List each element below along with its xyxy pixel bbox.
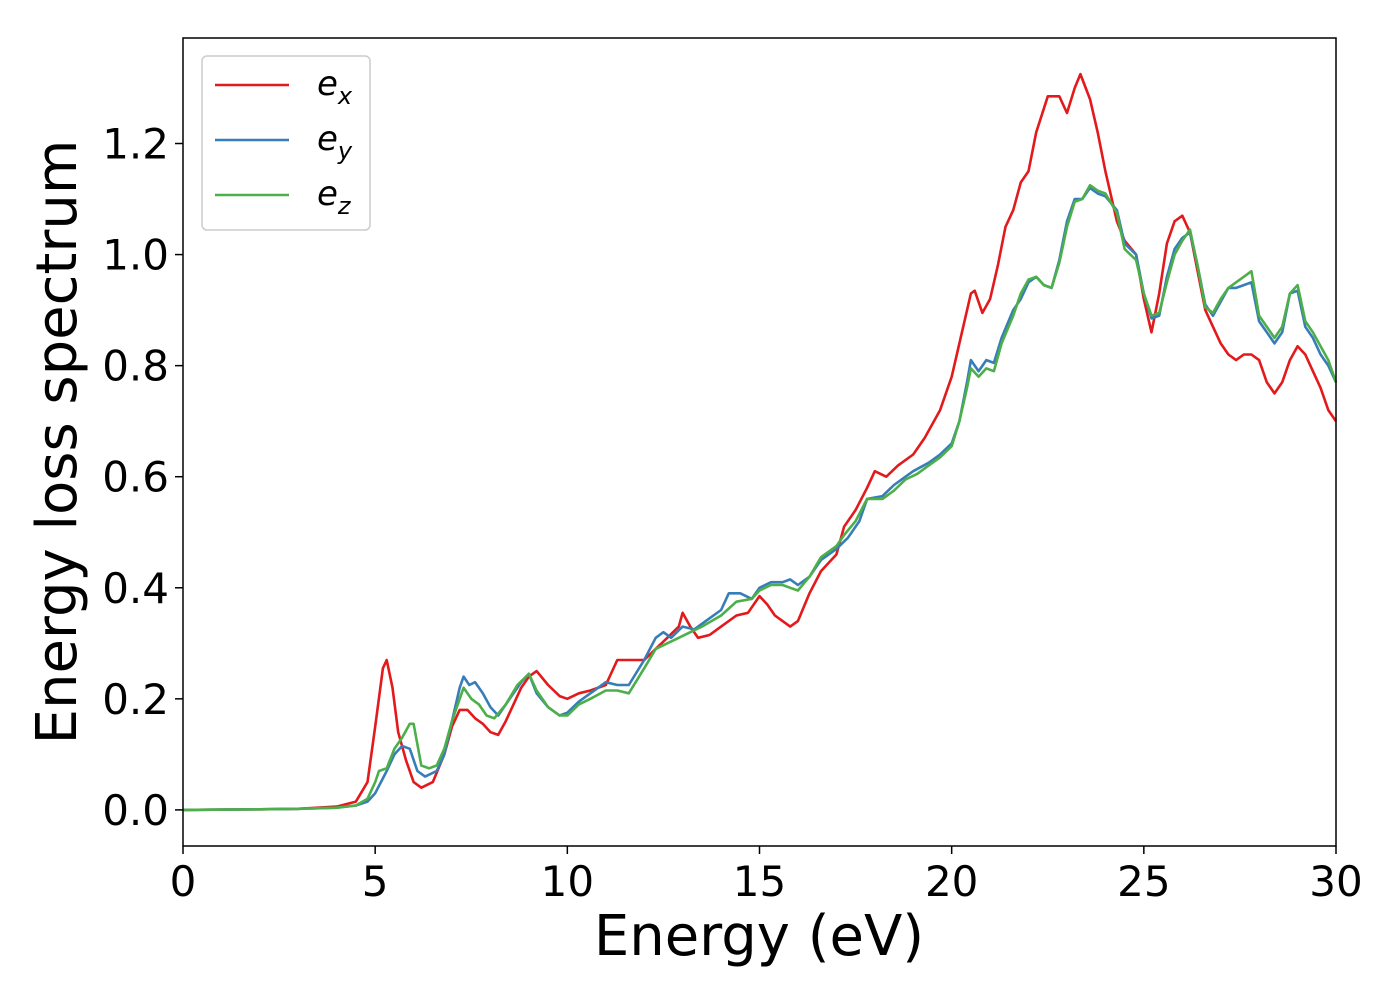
- series-layer: [182, 72, 1338, 812]
- y-tick-label: 0.4: [102, 564, 169, 613]
- x-axis-ticks: 0 5 10 15 20 25 30: [170, 846, 1363, 906]
- plot-background: [183, 38, 1336, 846]
- x-tick-label: 10: [541, 857, 594, 906]
- x-tick-label: 20: [925, 857, 978, 906]
- x-axis-title: Energy (eV): [594, 904, 924, 969]
- x-tick-label: 0: [170, 857, 197, 906]
- y-tick-label: 0.2: [102, 675, 169, 724]
- x-tick-label: 25: [1117, 857, 1170, 906]
- y-tick-label: 1.0: [102, 231, 169, 280]
- y-tick-label: 0.0: [102, 786, 169, 835]
- y-axis-title: Energy loss spectrum: [25, 140, 90, 745]
- x-tick-label: 15: [733, 857, 786, 906]
- x-tick-label: 5: [362, 857, 389, 906]
- y-tick-label: 0.8: [102, 342, 169, 391]
- y-tick-label: 1.2: [102, 120, 169, 169]
- y-axis-ticks: 0.0 0.2 0.4 0.6 0.8 1.0 1.2: [102, 120, 183, 835]
- y-tick-label: 0.6: [102, 453, 169, 502]
- series-line-ez: [182, 183, 1338, 812]
- x-tick-label: 30: [1309, 857, 1362, 906]
- legend-box: [201, 55, 371, 231]
